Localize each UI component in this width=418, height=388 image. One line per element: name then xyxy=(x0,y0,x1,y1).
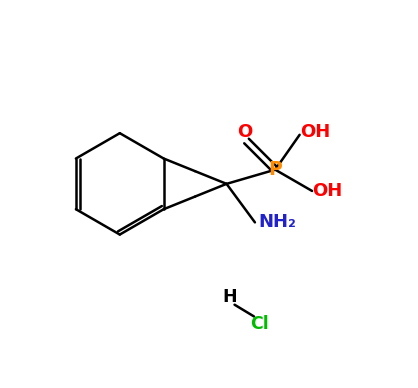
Text: P: P xyxy=(268,160,282,179)
Text: NH₂: NH₂ xyxy=(258,213,296,231)
Text: Cl: Cl xyxy=(250,315,269,333)
Text: OH: OH xyxy=(300,123,330,141)
Text: O: O xyxy=(237,123,252,141)
Text: OH: OH xyxy=(312,182,343,200)
Text: H: H xyxy=(222,288,237,307)
